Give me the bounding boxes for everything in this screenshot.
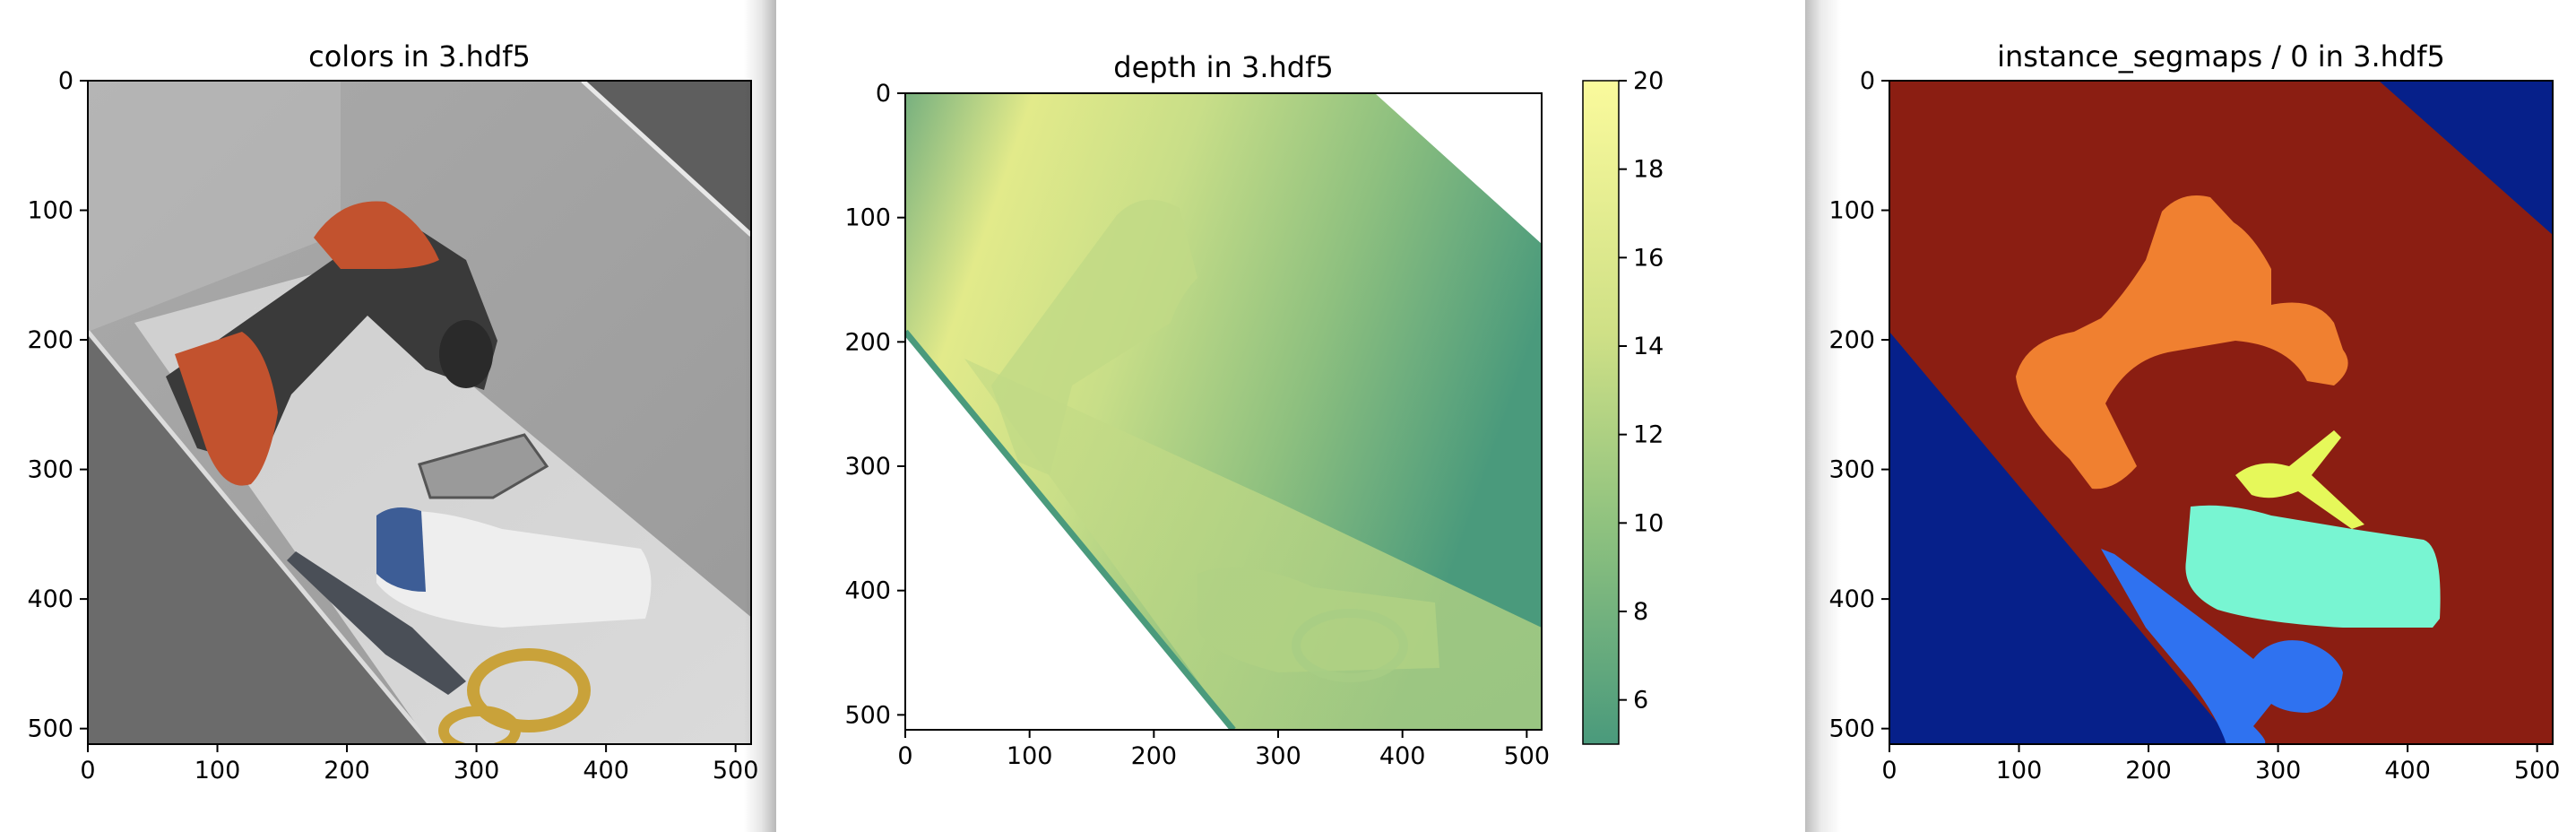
segment-drill	[2016, 195, 2348, 490]
x-tick-label: 100	[1007, 742, 1053, 770]
y-tick-label: 200	[844, 328, 891, 356]
y-tick-label: 100	[1828, 197, 1875, 225]
depth-chart: depth in 3.hdf5 0 100 200 300 400 50001002003…	[844, 50, 1664, 770]
segmaps-image	[1889, 81, 2553, 744]
x-tick-label: 500	[2514, 757, 2561, 784]
depth-colorbar	[1582, 80, 1620, 745]
y-tick-label: 100	[844, 204, 891, 232]
colorbar-tick-label: 14	[1633, 333, 1664, 360]
y-tick-label: 100	[27, 197, 73, 225]
depth-title: depth in 3.hdf5	[1113, 50, 1333, 84]
y-tick-label: 200	[1828, 326, 1875, 354]
x-tick-label: 200	[1131, 742, 1178, 770]
y-tick-label: 0	[876, 80, 891, 108]
y-tick-label: 500	[844, 701, 891, 729]
segment-floor	[2379, 81, 2553, 235]
depth-frame	[904, 92, 1543, 731]
x-tick-label: 0	[897, 742, 912, 770]
x-tick-label: 500	[713, 757, 759, 784]
x-tick-label: 200	[324, 757, 370, 784]
segment-clamp	[2235, 430, 2364, 529]
y-tick-label: 300	[844, 453, 891, 481]
y-tick-label: 300	[27, 456, 73, 484]
segmaps-frame	[1889, 80, 2554, 745]
colorbar-tick-label: 20	[1633, 67, 1664, 95]
segmaps-panel-shadow	[1805, 0, 1841, 832]
x-tick-label: 400	[2384, 757, 2431, 784]
x-tick-label: 100	[1996, 757, 2043, 784]
x-tick-label: 100	[194, 757, 241, 784]
segment-scissors	[2101, 549, 2343, 744]
colorbar-tick-label: 12	[1633, 421, 1664, 449]
colors-axis-ticks: 0 100 200 300 400 500 0 100 200 300 400 500	[27, 67, 758, 784]
y-tick-label: 300	[1828, 456, 1875, 484]
x-tick-label: 200	[2125, 757, 2172, 784]
y-tick-label: 200	[27, 326, 73, 354]
x-tick-label: 300	[2255, 757, 2302, 784]
y-tick-label: 500	[27, 715, 73, 743]
x-tick-label: 0	[80, 757, 95, 784]
x-tick-label: 300	[454, 757, 500, 784]
x-tick-label: 500	[1504, 742, 1551, 770]
y-tick-label: 400	[1828, 585, 1875, 613]
segmaps-title: instance_segmaps / 0 in 3.hdf5	[1997, 39, 2445, 74]
y-tick-label: 0	[1860, 67, 1875, 95]
colorbar-tick-label: 6	[1633, 687, 1648, 715]
x-tick-label: 400	[583, 757, 629, 784]
colorbar-tick-label: 18	[1633, 156, 1664, 184]
colorbar-tick-label: 8	[1633, 598, 1648, 626]
y-tick-label: 0	[58, 67, 73, 95]
y-tick-label: 400	[27, 585, 73, 613]
segment-bottle	[2185, 505, 2441, 628]
depth-panel: depth in 3.hdf5 0 100 200 300 400 500 0 100 200 3…	[776, 0, 1805, 832]
colors-image	[88, 81, 751, 744]
segmaps-chart: instance_segmaps / 0 in 3.hdf5 0 100 200 30…	[1828, 39, 2560, 784]
y-tick-label: 500	[1828, 715, 1875, 743]
colors-panel: colors in 3.hdf5 0 100 200 300 400 500 0 100 200…	[0, 0, 776, 832]
colorbar-tick-label: 16	[1633, 244, 1664, 272]
colorbar-tick-label: 10	[1633, 509, 1664, 537]
depth-colorbar-ticks: 6 8 10 12 14 16 18 20	[1619, 67, 1664, 715]
y-tick-label: 400	[844, 577, 891, 605]
colors-panel-shadow	[744, 0, 776, 832]
depth-heatmap	[905, 93, 1542, 730]
colors-frame	[87, 80, 752, 745]
segmaps-panel: instance_segmaps / 0 in 3.hdf5 0 100 200 30…	[1805, 0, 2576, 832]
x-tick-label: 300	[1255, 742, 1301, 770]
x-tick-label: 0	[1881, 757, 1897, 784]
colors-title: colors in 3.hdf5	[308, 39, 531, 74]
x-tick-label: 400	[1379, 742, 1426, 770]
colors-chart: colors in 3.hdf5 0 100 200 300 400 500 0 100 200…	[27, 39, 758, 784]
segment-floor	[1889, 332, 2235, 744]
